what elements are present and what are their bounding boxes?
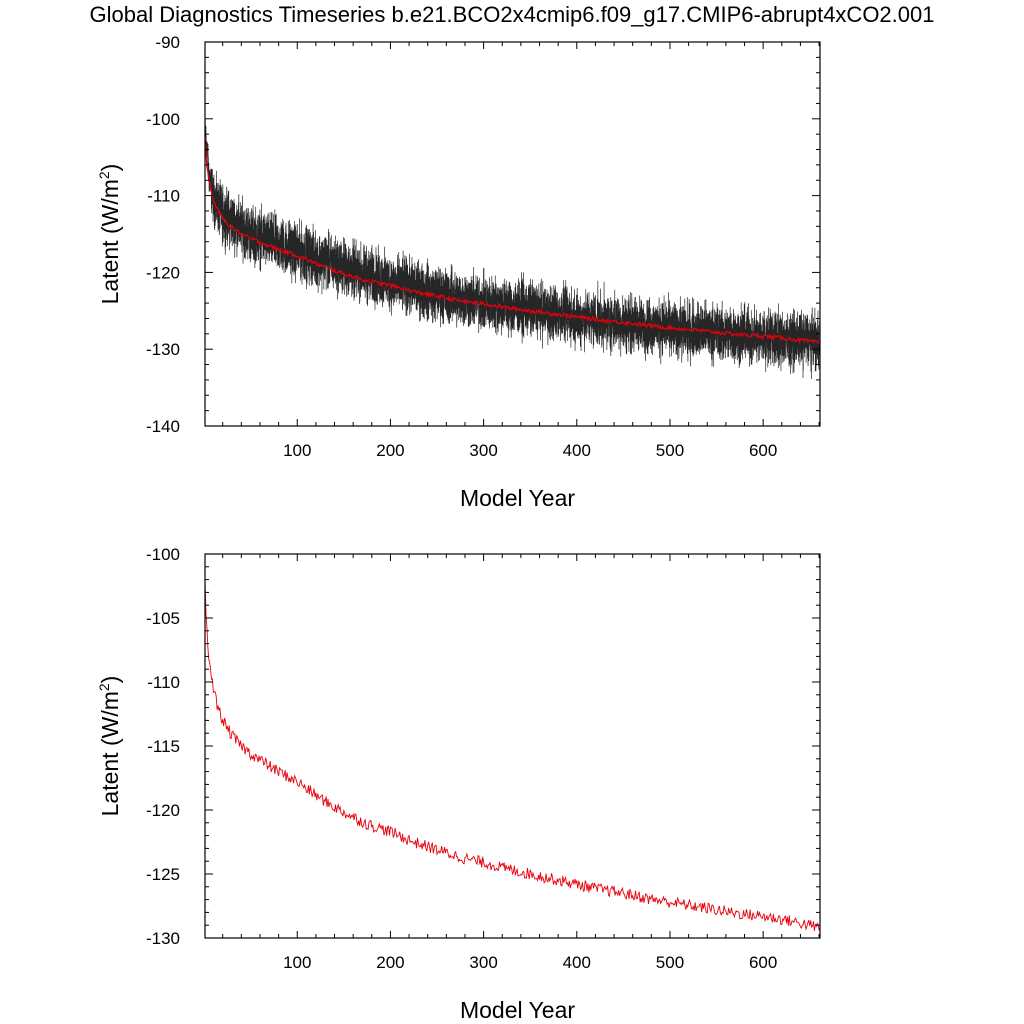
y-tick-label: -100	[146, 110, 180, 129]
x-tick-label: 200	[376, 441, 404, 460]
panel-bottom: 100 200 300 400 500 600 -100 -105 -110 -115 -120 -1…	[96, 545, 821, 1023]
y-axis-title-superscript: 2	[96, 171, 112, 179]
y-tick-label: -140	[146, 417, 180, 436]
x-tick-label: 500	[656, 441, 684, 460]
x-tick-label: 600	[749, 441, 777, 460]
x-tick-label: 600	[749, 953, 777, 972]
y-axis-title-main: Latent (W/m	[97, 691, 123, 816]
y-tick-label: -120	[146, 801, 180, 820]
y-tick-label: -130	[146, 340, 180, 359]
plot-frame	[204, 41, 821, 427]
x-tick-label: 400	[563, 953, 591, 972]
y-tick-label: -105	[146, 609, 180, 628]
series-annual-mean-line	[204, 134, 821, 345]
x-tick-label: 300	[469, 953, 497, 972]
y-axis-title-tail: )	[97, 164, 123, 172]
y-axis-title: Latent (W/m2)	[96, 164, 123, 305]
panel-top: 100 200 300 400 500 600 -90 -100 -110 -120 -130 -14…	[96, 33, 821, 511]
y-tick-label: -125	[146, 865, 180, 884]
x-axis-title: Model Year	[460, 997, 575, 1023]
x-tick-label: 200	[376, 953, 404, 972]
y-axis-title-main: Latent (W/m	[97, 179, 123, 304]
x-tick-label: 100	[283, 953, 311, 972]
plot-frame	[204, 553, 821, 939]
x-tick-label: 100	[283, 441, 311, 460]
series-monthly-line	[204, 114, 821, 380]
x-tick-label: 400	[563, 441, 591, 460]
y-tick-label: -100	[146, 545, 180, 564]
y-axis-title-tail: )	[97, 676, 123, 684]
y-tick-label: -115	[147, 737, 180, 756]
x-tick-label: 500	[656, 953, 684, 972]
y-axis-title-superscript: 2	[96, 683, 112, 691]
figure-title: Global Diagnostics Timeseries b.e21.BCO2…	[89, 2, 935, 27]
x-tick-label: 300	[469, 441, 497, 460]
y-axis-title: Latent (W/m2)	[96, 676, 123, 817]
y-tick-label: -90	[155, 33, 180, 52]
y-tick-label: -110	[147, 673, 180, 692]
y-tick-label: -130	[146, 929, 180, 948]
y-tick-label: -110	[147, 187, 180, 206]
y-tick-label: -120	[146, 263, 180, 282]
series-annual-mean-line	[204, 581, 821, 931]
x-axis-title: Model Year	[460, 485, 575, 511]
